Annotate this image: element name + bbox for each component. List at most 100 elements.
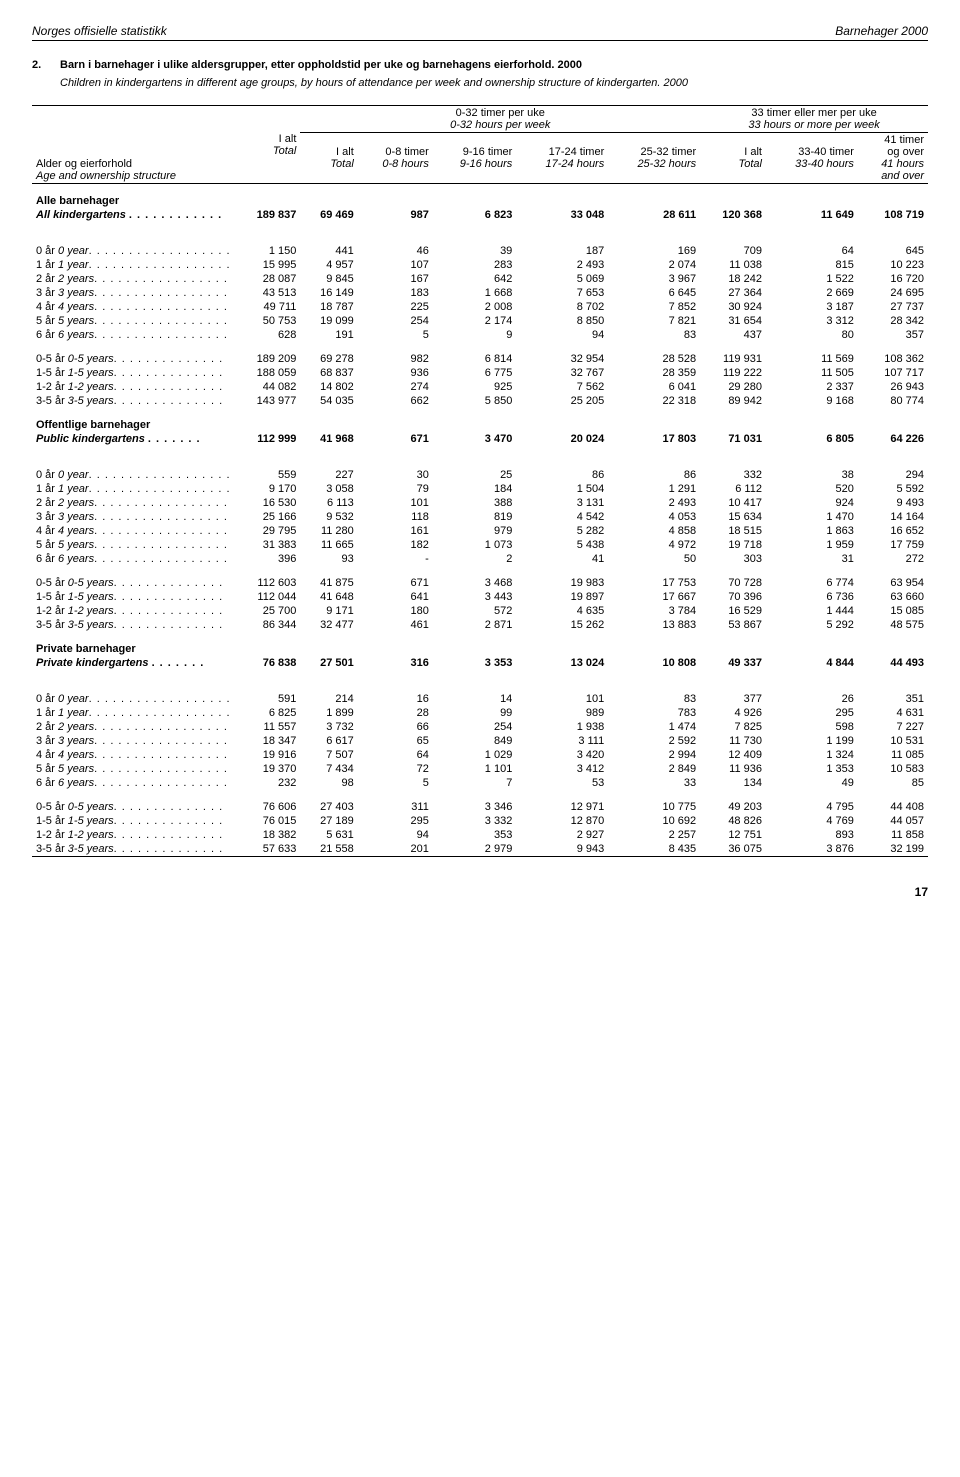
table-cell: 4 957 (300, 258, 357, 272)
row-label: 5 år 5 years. . . . . . . . . . . . . . … (32, 314, 235, 328)
running-header-left: Norges offisielle statistikk (32, 24, 167, 38)
row-label: 1-5 år 1-5 years. . . . . . . . . . . . … (32, 366, 235, 380)
table-cell: 1 863 (766, 524, 858, 538)
table-cell: 30 924 (700, 300, 766, 314)
row-label: 1-2 år 1-2 years. . . . . . . . . . . . … (32, 604, 235, 618)
table-cell: 1 470 (766, 510, 858, 524)
table-cell: 43 513 (235, 286, 301, 300)
table-cell: 979 (433, 524, 516, 538)
table-cell: 783 (608, 706, 700, 720)
table-cell: 4 858 (608, 524, 700, 538)
table-cell: 11 665 (300, 538, 357, 552)
table-cell: 18 515 (700, 524, 766, 538)
row-label: 0-5 år 0-5 years. . . . . . . . . . . . … (32, 800, 235, 814)
table-cell: 254 (358, 314, 433, 328)
row-label: 3-5 år 3-5 years. . . . . . . . . . . . … (32, 394, 235, 408)
table-cell: 272 (858, 552, 928, 566)
table-cell: 184 (433, 482, 516, 496)
table-cell: 441 (300, 244, 357, 258)
table-cell: 69 278 (300, 352, 357, 366)
row-label: 1-5 år 1-5 years. . . . . . . . . . . . … (32, 590, 235, 604)
table-cell: 1 073 (433, 538, 516, 552)
table-cell: 12 870 (516, 814, 608, 828)
table-cell: 11 936 (700, 762, 766, 776)
table-cell: 17 753 (608, 576, 700, 590)
table-cell: 7 825 (700, 720, 766, 734)
table-cell: 10 417 (700, 496, 766, 510)
section-header-no: Alle barnehager (32, 194, 928, 208)
table-cell: 27 737 (858, 300, 928, 314)
table-cell: 5 (358, 776, 433, 790)
row-label: 1 år 1 year. . . . . . . . . . . . . . .… (32, 706, 235, 720)
row-label: 6 år 6 years. . . . . . . . . . . . . . … (32, 328, 235, 342)
table-cell: 3 732 (300, 720, 357, 734)
table-cell: 183 (358, 286, 433, 300)
table-cell: 64 (358, 748, 433, 762)
table-row: 0 år 0 year. . . . . . . . . . . . . . .… (32, 692, 928, 706)
table-cell: 1 938 (516, 720, 608, 734)
row-label: 3 år 3 years. . . . . . . . . . . . . . … (32, 510, 235, 524)
table-cell: 294 (858, 468, 928, 482)
table-cell: 10 223 (858, 258, 928, 272)
table-cell: 49 203 (700, 800, 766, 814)
table-cell: 3 346 (433, 800, 516, 814)
table-cell: 49 711 (235, 300, 301, 314)
table-row: 6 år 6 years. . . . . . . . . . . . . . … (32, 328, 928, 342)
table-row: 2 år 2 years. . . . . . . . . . . . . . … (32, 272, 928, 286)
table-row: 6 år 6 years. . . . . . . . . . . . . . … (32, 552, 928, 566)
table-cell: 6 617 (300, 734, 357, 748)
table-cell: 572 (433, 604, 516, 618)
table-cell: 44 057 (858, 814, 928, 828)
table-cell: 4 542 (516, 510, 608, 524)
table-cell: 3 187 (766, 300, 858, 314)
table-cell: 66 (358, 720, 433, 734)
table-cell: 76 838 (235, 656, 301, 670)
row-label: 1-2 år 1-2 years. . . . . . . . . . . . … (32, 380, 235, 394)
table-cell: 24 695 (858, 286, 928, 300)
table-cell: 11 858 (858, 828, 928, 842)
table-cell: 107 717 (858, 366, 928, 380)
table-cell: 3 312 (766, 314, 858, 328)
table-cell: 14 802 (300, 380, 357, 394)
table-row: 1-5 år 1-5 years. . . . . . . . . . . . … (32, 590, 928, 604)
table-cell: 9 171 (300, 604, 357, 618)
table-cell: 10 808 (608, 656, 700, 670)
table-cell: 16 530 (235, 496, 301, 510)
table-row: 5 år 5 years. . . . . . . . . . . . . . … (32, 314, 928, 328)
table-cell: 93 (300, 552, 357, 566)
table-row: 0-5 år 0-5 years. . . . . . . . . . . . … (32, 576, 928, 590)
table-row: 3 år 3 years. . . . . . . . . . . . . . … (32, 734, 928, 748)
table-cell: 46 (358, 244, 433, 258)
table-cell: 31 383 (235, 538, 301, 552)
table-cell: 10 583 (858, 762, 928, 776)
table-cell: 19 718 (700, 538, 766, 552)
section-header-en: All kindergartens . . . . . . . . . . . … (32, 208, 235, 222)
table-cell: 31 654 (700, 314, 766, 328)
table-cell: 7 821 (608, 314, 700, 328)
table-cell: 19 916 (235, 748, 301, 762)
table-cell: 925 (433, 380, 516, 394)
table-row: 6 år 6 years. . . . . . . . . . . . . . … (32, 776, 928, 790)
table-cell: 2 493 (516, 258, 608, 272)
table-cell: 18 347 (235, 734, 301, 748)
table-cell: 7 653 (516, 286, 608, 300)
table-cell: 662 (358, 394, 433, 408)
table-cell: 3 332 (433, 814, 516, 828)
row-label: 5 år 5 years. . . . . . . . . . . . . . … (32, 762, 235, 776)
table-cell: 1 668 (433, 286, 516, 300)
col-sub-ialt-1: I altTotal (300, 133, 357, 184)
table-cell: 6 736 (766, 590, 858, 604)
table-cell: 80 774 (858, 394, 928, 408)
table-row: 2 år 2 years. . . . . . . . . . . . . . … (32, 720, 928, 734)
table-cell: 19 983 (516, 576, 608, 590)
table-row: 1-2 år 1-2 years. . . . . . . . . . . . … (32, 604, 928, 618)
row-label: 1-5 år 1-5 years. . . . . . . . . . . . … (32, 814, 235, 828)
row-label: 6 år 6 years. . . . . . . . . . . . . . … (32, 552, 235, 566)
table-cell: 4 844 (766, 656, 858, 670)
table-title-sub: Children in kindergartens in different a… (60, 77, 928, 89)
section-total-row: All kindergartens . . . . . . . . . . . … (32, 208, 928, 222)
table-row: 3 år 3 years. . . . . . . . . . . . . . … (32, 510, 928, 524)
col-total-no: I alt (279, 133, 297, 145)
table-cell: 39 (433, 244, 516, 258)
section-header-no: Private barnehager (32, 642, 928, 656)
